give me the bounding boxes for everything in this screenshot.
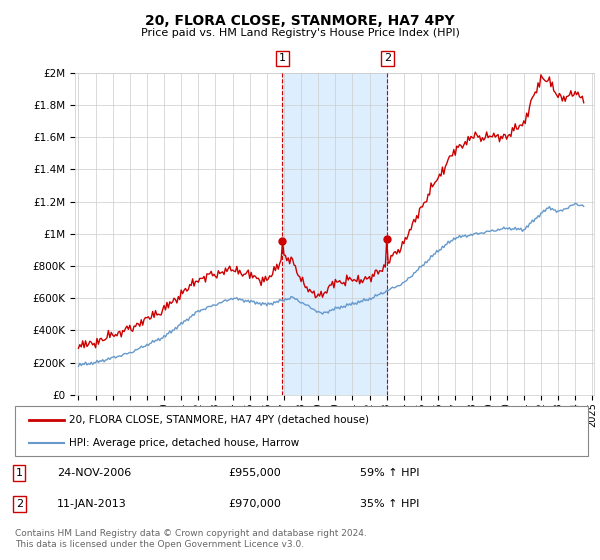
FancyBboxPatch shape	[15, 406, 588, 456]
Text: 1: 1	[16, 468, 23, 478]
Text: 20, FLORA CLOSE, STANMORE, HA7 4PY (detached house): 20, FLORA CLOSE, STANMORE, HA7 4PY (deta…	[70, 414, 370, 424]
Text: £955,000: £955,000	[228, 468, 281, 478]
Text: Price paid vs. HM Land Registry's House Price Index (HPI): Price paid vs. HM Land Registry's House …	[140, 28, 460, 38]
Text: 2: 2	[16, 499, 23, 509]
Text: 59% ↑ HPI: 59% ↑ HPI	[360, 468, 419, 478]
Text: Contains HM Land Registry data © Crown copyright and database right 2024.
This d: Contains HM Land Registry data © Crown c…	[15, 529, 367, 549]
Text: 20, FLORA CLOSE, STANMORE, HA7 4PY: 20, FLORA CLOSE, STANMORE, HA7 4PY	[145, 14, 455, 28]
Text: 2: 2	[384, 53, 391, 63]
Text: 35% ↑ HPI: 35% ↑ HPI	[360, 499, 419, 509]
Text: 1: 1	[279, 53, 286, 63]
Text: £970,000: £970,000	[228, 499, 281, 509]
Text: 11-JAN-2013: 11-JAN-2013	[57, 499, 127, 509]
Bar	[282, 73, 388, 395]
Text: 24-NOV-2006: 24-NOV-2006	[57, 468, 131, 478]
Text: HPI: Average price, detached house, Harrow: HPI: Average price, detached house, Harr…	[70, 438, 299, 448]
